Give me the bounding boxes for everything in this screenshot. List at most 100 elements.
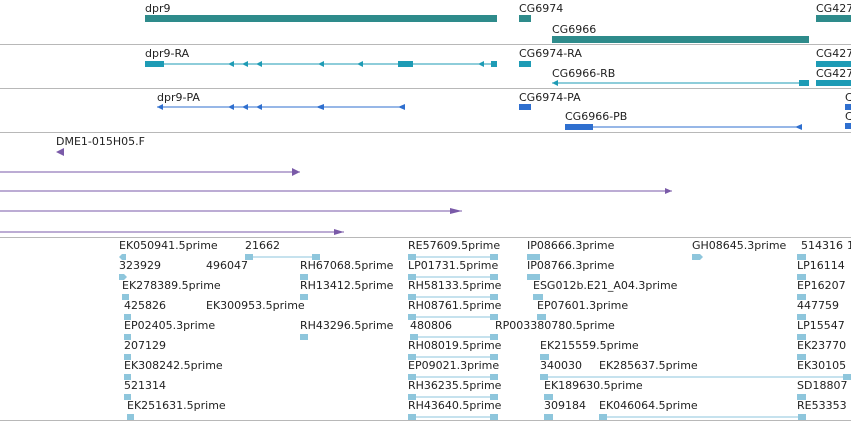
protein-glyph[interactable] <box>845 123 851 129</box>
transcript-label[interactable]: CG427 <box>816 67 851 80</box>
clone-glyph[interactable] <box>410 334 498 340</box>
transcript-label[interactable]: CG427 <box>816 47 851 60</box>
est-glyph[interactable] <box>0 188 672 194</box>
clone-glyph[interactable] <box>124 374 131 380</box>
clone-glyph[interactable] <box>408 314 498 320</box>
clone-label[interactable]: 514316 <box>801 239 843 252</box>
protein-label[interactable]: C <box>845 110 851 123</box>
transcript-glyph[interactable] <box>816 61 851 67</box>
protein-glyph[interactable] <box>157 104 405 110</box>
clone-glyph[interactable] <box>300 294 308 300</box>
clone-label[interactable]: IP08766.3prime <box>527 259 615 272</box>
clone-glyph[interactable] <box>797 334 806 340</box>
clone-label[interactable]: EP07601.3prime <box>537 299 629 312</box>
clone-glyph[interactable] <box>408 274 498 280</box>
clone-glyph[interactable] <box>533 294 543 300</box>
clone-label[interactable]: RH13412.5prime <box>300 279 394 292</box>
clone-label[interactable]: EP02405.3prime <box>124 319 216 332</box>
clone-label[interactable]: RH08019.5prime <box>408 339 502 352</box>
clone-glyph[interactable] <box>119 274 127 280</box>
transcript-label[interactable]: CG6966-RB <box>552 67 616 80</box>
clone-label[interactable]: EK308242.5prime <box>124 359 223 372</box>
clone-glyph[interactable] <box>408 374 498 380</box>
clone-glyph[interactable] <box>527 254 540 260</box>
clone-glyph[interactable] <box>540 374 851 380</box>
clone-glyph[interactable] <box>408 254 498 260</box>
clone-label[interactable]: ESG012b.E21_A04.3prime <box>533 279 678 292</box>
protein-label[interactable]: CG6966-PB <box>565 110 628 123</box>
clone-label[interactable]: 309184 <box>544 399 586 412</box>
est-glyph[interactable] <box>56 148 64 156</box>
gene-glyph[interactable] <box>145 15 497 22</box>
transcript-label[interactable]: dpr9-RA <box>145 47 190 60</box>
clone-glyph[interactable] <box>544 394 553 400</box>
clone-label[interactable]: RE53353 <box>797 399 847 412</box>
clone-label[interactable]: EK30105 <box>797 359 847 372</box>
clone-glyph[interactable] <box>544 414 553 420</box>
clone-glyph[interactable] <box>797 274 806 280</box>
clone-label[interactable]: EK278389.5prime <box>122 279 221 292</box>
gene-label[interactable]: dpr9 <box>145 2 171 15</box>
clone-label[interactable]: 323929 <box>119 259 161 272</box>
clone-label[interactable]: GH08645.3prime <box>692 239 787 252</box>
clone-label[interactable]: EK215559.5prime <box>540 339 639 352</box>
clone-glyph[interactable] <box>124 334 131 340</box>
clone-label[interactable]: RH58133.5prime <box>408 279 502 292</box>
gene-glyph[interactable] <box>552 36 809 43</box>
est-glyph[interactable] <box>0 229 344 235</box>
clone-label[interactable]: EK300953.5prime <box>206 299 305 312</box>
clone-label[interactable]: 496047 <box>206 259 248 272</box>
clone-glyph[interactable] <box>127 414 134 420</box>
clone-glyph[interactable] <box>692 254 703 260</box>
gene-label[interactable]: CG6974 <box>519 2 564 15</box>
gene-glyph[interactable] <box>816 15 851 22</box>
transcript-glyph[interactable] <box>552 80 809 86</box>
clone-label[interactable]: LP16114 <box>797 259 845 272</box>
protein-label[interactable]: dpr9-PA <box>157 91 200 104</box>
clone-glyph[interactable] <box>537 314 546 320</box>
clone-glyph[interactable] <box>300 274 308 280</box>
clone-label[interactable]: 521314 <box>124 379 166 392</box>
clone-label[interactable]: EP09021.3prime <box>408 359 500 372</box>
transcript-glyph[interactable] <box>816 80 851 86</box>
clone-label[interactable]: RH43640.5prime <box>408 399 502 412</box>
clone-label[interactable]: 480806 <box>410 319 452 332</box>
clone-glyph[interactable] <box>408 394 498 400</box>
est-label[interactable]: DME1-015H05.F <box>56 135 145 148</box>
clone-label[interactable]: 447759 <box>797 299 839 312</box>
clone-glyph[interactable] <box>540 354 549 360</box>
est-glyph[interactable] <box>0 168 300 176</box>
clone-glyph[interactable] <box>599 414 806 420</box>
clone-label[interactable]: EP16207 <box>797 279 846 292</box>
clone-label[interactable]: 21662 <box>245 239 280 252</box>
clone-label[interactable]: EK285637.5prime <box>599 359 698 372</box>
clone-label[interactable]: 340030 <box>540 359 582 372</box>
clone-glyph[interactable] <box>797 394 806 400</box>
clone-glyph[interactable] <box>797 254 806 260</box>
clone-glyph[interactable] <box>300 334 308 340</box>
transcript-glyph[interactable] <box>519 61 531 67</box>
clone-label[interactable]: RP003380780.5prime <box>495 319 615 332</box>
clone-label[interactable]: EK189630.5prime <box>544 379 643 392</box>
clone-label[interactable]: EK046064.5prime <box>599 399 698 412</box>
clone-glyph[interactable] <box>245 254 320 260</box>
clone-label[interactable]: RH67068.5prime <box>300 259 394 272</box>
clone-glyph[interactable] <box>527 274 540 280</box>
clone-glyph[interactable] <box>797 354 806 360</box>
gene-label[interactable]: CG427 <box>816 2 851 15</box>
protein-glyph[interactable] <box>565 124 802 130</box>
clone-glyph[interactable] <box>124 394 131 400</box>
clone-label[interactable]: RE57609.5prime <box>408 239 501 252</box>
clone-glyph[interactable] <box>797 294 806 300</box>
transcript-glyph[interactable] <box>145 61 497 67</box>
clone-glyph[interactable] <box>122 294 129 300</box>
gene-label[interactable]: CG6966 <box>552 23 597 36</box>
clone-glyph[interactable] <box>124 354 131 360</box>
protein-label[interactable]: C <box>845 91 851 104</box>
clone-glyph[interactable] <box>408 294 498 300</box>
protein-glyph[interactable] <box>519 104 531 110</box>
clone-glyph[interactable] <box>119 254 126 260</box>
clone-label[interactable]: IP08666.3prime <box>527 239 615 252</box>
est-glyph[interactable] <box>0 208 462 214</box>
clone-label[interactable]: EK050941.5prime <box>119 239 218 252</box>
